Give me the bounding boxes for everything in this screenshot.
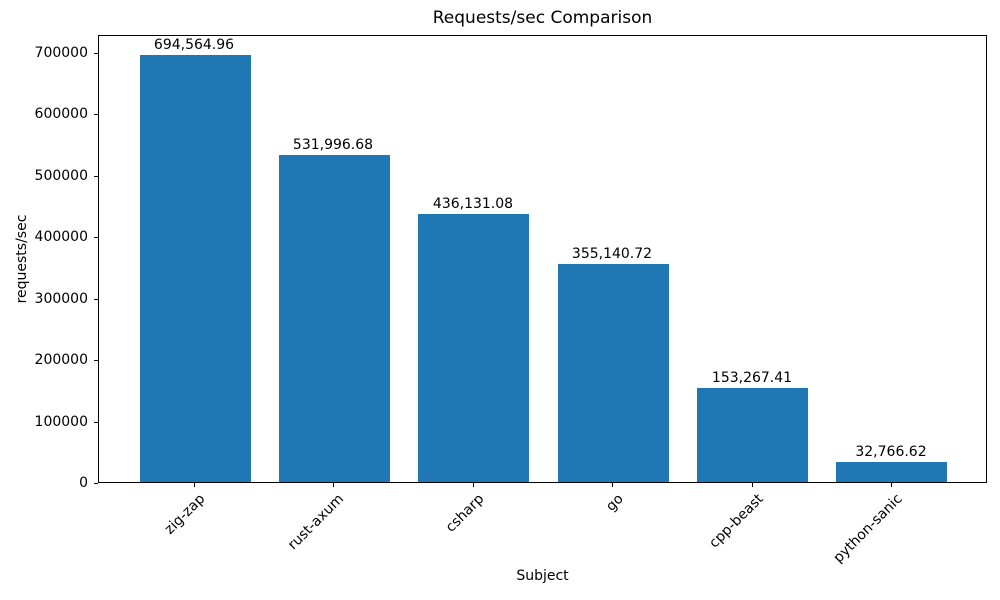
bar-python-sanic	[836, 462, 947, 482]
y-tick-mark	[94, 483, 98, 484]
x-tick-label-go: go	[602, 491, 627, 515]
y-tick-label: 500000	[34, 168, 88, 184]
x-tick-mark	[891, 483, 892, 487]
bar-cpp-beast	[697, 388, 808, 482]
y-tick-mark	[94, 53, 98, 54]
y-tick-label: 200000	[34, 352, 88, 368]
x-axis-label: Subject	[516, 568, 569, 584]
y-axis-label: requests/sec	[14, 214, 30, 304]
y-tick-mark	[94, 422, 98, 423]
y-tick-mark	[94, 237, 98, 238]
y-tick-label: 300000	[34, 291, 88, 307]
bar-zig-zap	[140, 55, 251, 482]
plot-area	[98, 35, 987, 483]
x-tick-label-rust-axum: rust-axum	[285, 491, 348, 554]
y-tick-label: 100000	[34, 414, 88, 430]
bar-value-label-cpp-beast: 153,267.41	[711, 370, 793, 386]
y-tick-mark	[94, 114, 98, 115]
x-tick-label-csharp: csharp	[442, 491, 488, 536]
y-tick-label: 700000	[34, 45, 88, 61]
x-tick-label-cpp-beast: cpp-beast	[705, 491, 767, 552]
x-tick-mark	[194, 483, 195, 487]
x-tick-mark	[473, 483, 474, 487]
x-tick-mark	[612, 483, 613, 487]
x-tick-label-zig-zap: zig-zap	[161, 491, 209, 538]
bar-value-label-python-sanic: 32,766.62	[855, 444, 927, 460]
chart-title: Requests/sec Comparison	[432, 8, 653, 28]
y-tick-mark	[94, 299, 98, 300]
x-tick-mark	[333, 483, 334, 487]
x-tick-label-python-sanic: python-sanic	[830, 491, 906, 567]
bar-value-label-rust-axum: 531,996.68	[292, 137, 374, 153]
y-tick-label: 0	[79, 475, 88, 491]
x-tick-mark	[752, 483, 753, 487]
bar-rust-axum	[279, 155, 390, 482]
bar-csharp	[418, 214, 529, 482]
bar-value-label-zig-zap: 694,564.96	[153, 37, 235, 53]
y-tick-mark	[94, 176, 98, 177]
y-tick-label: 600000	[34, 106, 88, 122]
bar-go	[558, 264, 669, 482]
y-tick-mark	[94, 360, 98, 361]
y-tick-label: 400000	[34, 229, 88, 245]
bar-value-label-go: 355,140.72	[571, 246, 653, 262]
bar-value-label-csharp: 436,131.08	[432, 196, 514, 212]
